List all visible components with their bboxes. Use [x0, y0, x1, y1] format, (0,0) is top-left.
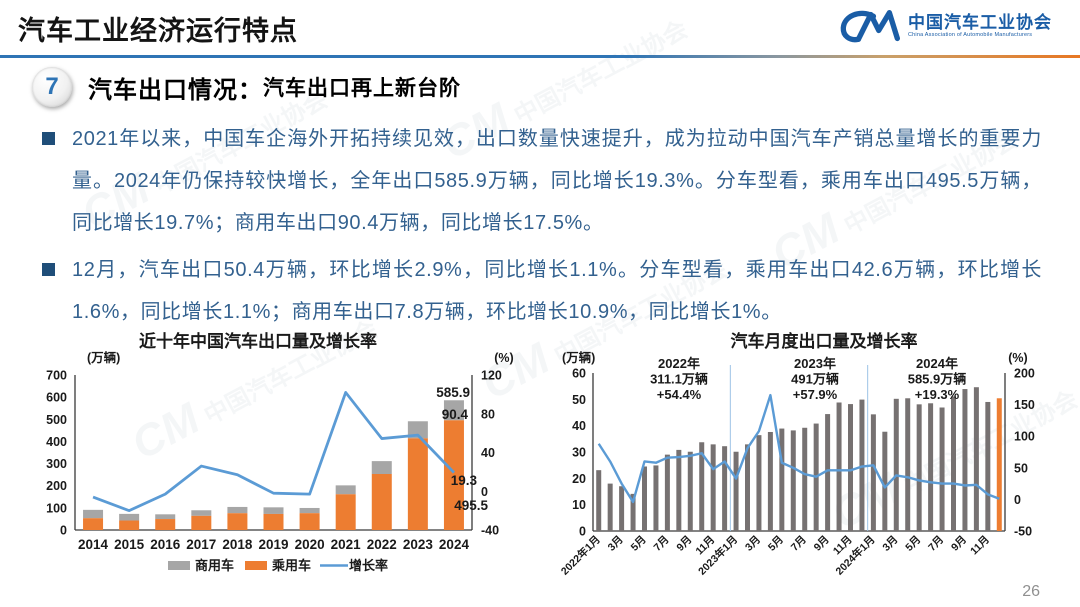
svg-text:近十年中国汽车出口量及增长率: 近十年中国汽车出口量及增长率	[139, 331, 377, 351]
section-heading: 7 汽车出口情况： 汽车出口再上新台阶	[32, 67, 461, 107]
svg-text:2017: 2017	[186, 537, 216, 552]
caam-name: 中国汽车工业协会	[908, 13, 1052, 32]
svg-text:-40: -40	[481, 524, 499, 538]
svg-text:9月: 9月	[949, 534, 969, 554]
svg-text:0: 0	[481, 485, 488, 499]
svg-text:-50: -50	[1014, 525, 1032, 539]
svg-text:2020: 2020	[295, 537, 325, 552]
svg-text:增长率: 增长率	[349, 558, 388, 573]
svg-text:495.5: 495.5	[454, 498, 488, 513]
bullet-square-icon	[42, 263, 55, 276]
svg-text:150: 150	[1014, 398, 1035, 412]
svg-text:585.9万辆: 585.9万辆	[908, 372, 967, 387]
svg-text:(%): (%)	[1008, 351, 1027, 365]
bullet-list: 2021年以来，中国车企海外开拓持续见效，出口数量快速提升，成为拉动中国汽车产销…	[42, 118, 1042, 338]
svg-text:500: 500	[46, 413, 67, 427]
svg-text:300: 300	[46, 457, 67, 471]
svg-text:0: 0	[579, 525, 586, 539]
svg-text:311.1万辆: 311.1万辆	[650, 372, 708, 387]
caam-cm-icon	[840, 10, 900, 43]
svg-text:80: 80	[481, 407, 495, 421]
caam-subtitle: China Association of Automobile Manufact…	[908, 32, 1033, 38]
svg-text:2015: 2015	[114, 537, 145, 552]
svg-text:120: 120	[481, 369, 502, 383]
svg-text:2024年: 2024年	[916, 356, 958, 371]
svg-text:100: 100	[46, 501, 67, 515]
svg-text:50: 50	[572, 393, 586, 407]
svg-text:0: 0	[60, 524, 67, 538]
svg-text:400: 400	[46, 435, 67, 449]
svg-text:700: 700	[46, 369, 67, 383]
svg-text:200: 200	[1014, 367, 1035, 381]
export-monthly-chart: 汽车月度出口量及增长率(万辆) (%)6050403020100200150100…	[558, 331, 1035, 578]
bullet-square-icon	[42, 132, 55, 145]
svg-text:(万辆): (万辆)	[562, 350, 595, 365]
svg-text:3月: 3月	[606, 534, 626, 554]
svg-text:7月: 7月	[651, 534, 671, 554]
bullet-text: 12月，汽车出口50.4万辆，环比增长2.9%，同比增长1.1%。分车型看，乘用…	[72, 259, 1042, 323]
svg-text:491万辆: 491万辆	[791, 372, 839, 387]
svg-text:2021: 2021	[331, 537, 362, 552]
bullet-item: 12月，汽车出口50.4万辆，环比增长2.9%，同比增长1.1%。分车型看，乘用…	[42, 249, 1042, 333]
bullet-item: 2021年以来，中国车企海外开拓持续见效，出口数量快速提升，成为拉动中国汽车产销…	[42, 118, 1042, 244]
page-title: 汽车工业经济运行特点	[18, 16, 298, 46]
svg-text:7月: 7月	[926, 534, 946, 554]
svg-text:2019: 2019	[258, 537, 288, 552]
svg-text:3月: 3月	[880, 534, 900, 554]
svg-text:(%): (%)	[494, 351, 513, 365]
export-annual-chart: 近十年中国汽车出口量及增长率(万辆) (%)7006005004003002001…	[46, 331, 514, 573]
svg-text:5月: 5月	[903, 534, 923, 554]
svg-text:5月: 5月	[766, 534, 786, 554]
svg-text:5月: 5月	[629, 534, 649, 554]
svg-text:2024: 2024	[439, 537, 470, 552]
bullet-text: 2021年以来，中国车企海外开拓持续见效，出口数量快速提升，成为拉动中国汽车产销…	[72, 128, 1042, 234]
header-divider	[0, 55, 1080, 58]
section-title: 汽车出口情况：	[88, 76, 263, 104]
svg-text:9月: 9月	[812, 534, 832, 554]
svg-text:2022: 2022	[367, 537, 397, 552]
svg-text:600: 600	[46, 391, 67, 405]
svg-text:60: 60	[572, 367, 586, 381]
svg-text:3月: 3月	[743, 534, 763, 554]
svg-text:19.3: 19.3	[451, 473, 478, 488]
svg-text:2014: 2014	[78, 537, 109, 552]
svg-text:+54.4%: +54.4%	[657, 387, 702, 402]
svg-text:2023: 2023	[403, 537, 434, 552]
svg-text:200: 200	[46, 479, 67, 493]
svg-text:2016: 2016	[150, 537, 181, 552]
svg-text:0: 0	[1014, 493, 1021, 507]
svg-text:+57.9%: +57.9%	[793, 387, 838, 402]
svg-text:90.4: 90.4	[442, 407, 469, 422]
svg-text:30: 30	[572, 446, 586, 460]
svg-text:乘用车: 乘用车	[271, 558, 311, 573]
svg-text:11月: 11月	[968, 534, 992, 558]
svg-text:(万辆): (万辆)	[87, 350, 120, 365]
svg-text:585.9: 585.9	[436, 385, 470, 400]
svg-text:7月: 7月	[789, 534, 809, 554]
section-subtitle: 汽车出口再上新台阶	[263, 77, 461, 100]
svg-text:2018: 2018	[222, 537, 253, 552]
svg-text:20: 20	[572, 472, 586, 486]
svg-text:+19.3%: +19.3%	[915, 387, 960, 402]
svg-text:9月: 9月	[674, 534, 694, 554]
svg-text:商用车: 商用车	[195, 558, 234, 573]
page-number: 26	[1022, 583, 1040, 600]
caam-logo: 中国汽车工业协会 China Association of Automobile…	[838, 7, 1052, 45]
svg-text:2023年: 2023年	[794, 356, 836, 371]
svg-text:2022年1月: 2022年1月	[558, 533, 603, 578]
svg-text:50: 50	[1014, 461, 1028, 475]
svg-text:100: 100	[1014, 430, 1035, 444]
svg-text:40: 40	[481, 446, 495, 460]
svg-text:40: 40	[572, 419, 586, 433]
section-number-badge: 7	[32, 67, 72, 107]
svg-text:汽车月度出口量及增长率: 汽车月度出口量及增长率	[731, 331, 918, 351]
svg-text:10: 10	[572, 498, 586, 512]
svg-text:2022年: 2022年	[658, 356, 700, 371]
